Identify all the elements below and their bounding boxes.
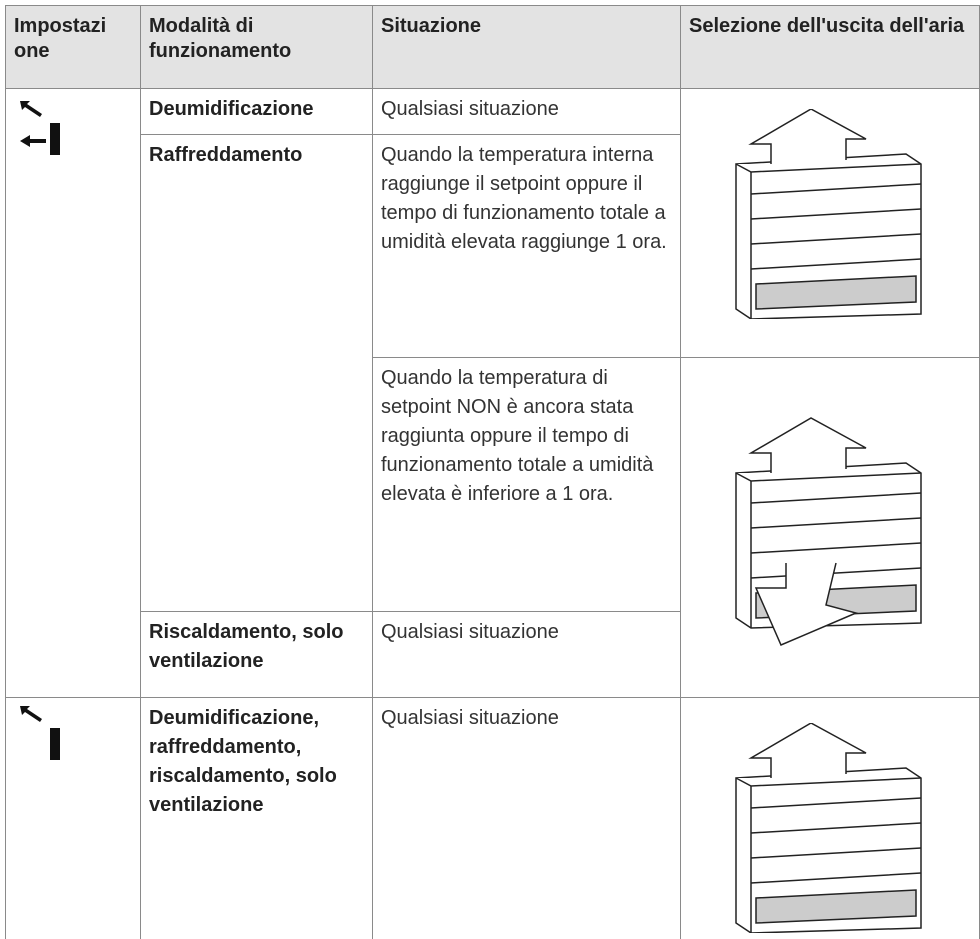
header-text: Impostazione xyxy=(14,15,107,62)
mode-cell: Raffreddamento xyxy=(140,134,373,612)
header-cell: Impostazione xyxy=(5,5,141,89)
situation-cell: Qualsiasi situazione xyxy=(372,611,681,698)
situation-cell: Quando la temperatura di setpoint NON è … xyxy=(372,357,681,612)
image-cell xyxy=(680,88,980,358)
setting-cell xyxy=(5,88,141,698)
setting-cell xyxy=(5,697,141,939)
header-cell: Situazione xyxy=(372,5,681,89)
header-cell: Modalità di funzionamento xyxy=(140,5,373,89)
unit-illustration xyxy=(716,89,936,319)
header-cell: Selezione dell'uscita dell'aria xyxy=(680,5,980,89)
situation-cell: Qualsiasi situazione xyxy=(372,697,681,939)
setting-icon xyxy=(20,706,60,760)
mode-cell: Deumidificazione xyxy=(140,88,373,135)
unit-illustration xyxy=(716,363,936,646)
setting-icon xyxy=(20,101,60,155)
image-cell xyxy=(680,357,980,698)
situation-cell: Qualsiasi situazione xyxy=(372,88,681,135)
image-cell xyxy=(680,697,980,939)
mode-cell: Deumidificazione, raffreddamento, riscal… xyxy=(140,697,373,939)
situation-cell: Quando la temperatura interna raggiunge … xyxy=(372,134,681,358)
mode-cell: Riscaldamento, solo ventilazione xyxy=(140,611,373,698)
unit-illustration xyxy=(716,703,936,933)
